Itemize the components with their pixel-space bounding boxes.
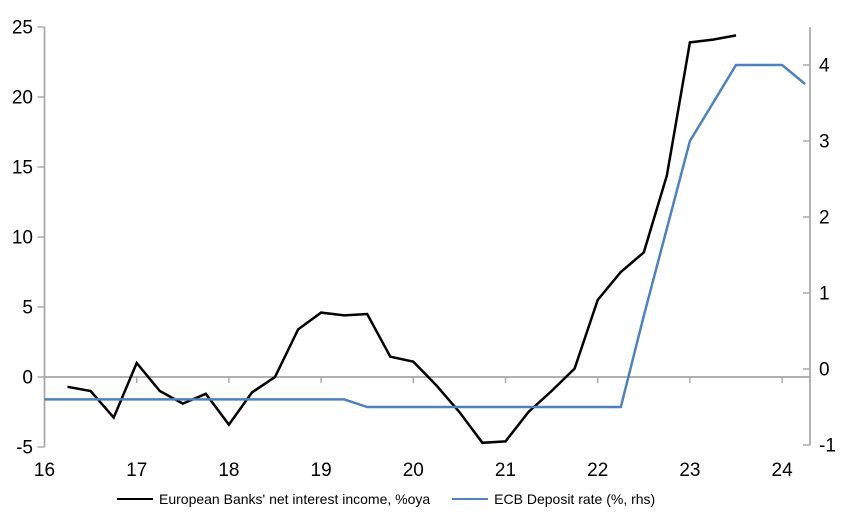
x-axis-tick-label: 19 [311,460,332,481]
legend-label-ecb-deposit-rate: ECB Deposit rate (%, rhs) [494,491,656,507]
right-axis-tick-label: 3 [819,132,830,153]
legend-item-ecb-deposit-rate: ECB Deposit rate (%, rhs) [452,491,655,507]
left-axis-tick-label: -5 [16,438,33,459]
x-axis-tick-label: 20 [403,460,424,481]
left-axis-tick-label: 0 [22,368,33,389]
x-axis-tick-label: 18 [218,460,239,481]
x-axis-tick-label: 22 [587,460,608,481]
right-axis-tick-label: 0 [819,360,830,381]
right-axis-tick-label: 4 [819,56,830,77]
right-axis-tick-label: 2 [819,208,830,229]
right-axis-tick-label: 1 [819,284,830,305]
x-axis-tick-label: 23 [679,460,700,481]
blue-line-swatch-icon [452,498,489,500]
left-axis-tick-label: 15 [12,158,33,179]
series-line-net-interest-income [67,34,737,445]
left-axis-tick-label: 20 [12,88,33,109]
series-line-ecb-deposit-rate [44,63,806,409]
x-axis-tick-label: 17 [126,460,147,481]
x-axis-tick-label: 16 [34,460,55,481]
x-axis-tick-label: 21 [495,460,516,481]
legend-item-net-interest-income: European Banks' net interest income, %oy… [117,491,430,507]
legend-label-net-interest-income: European Banks' net interest income, %oy… [159,491,431,507]
left-axis-tick-label: 25 [12,18,33,39]
left-axis-tick-label: 10 [12,228,33,249]
x-axis-tick-label: 24 [772,460,794,481]
left-axis-tick-label: 5 [22,298,33,319]
legend: European Banks' net interest income, %oy… [117,491,655,507]
black-line-swatch-icon [117,498,153,500]
right-axis-tick-label: -1 [819,436,836,457]
